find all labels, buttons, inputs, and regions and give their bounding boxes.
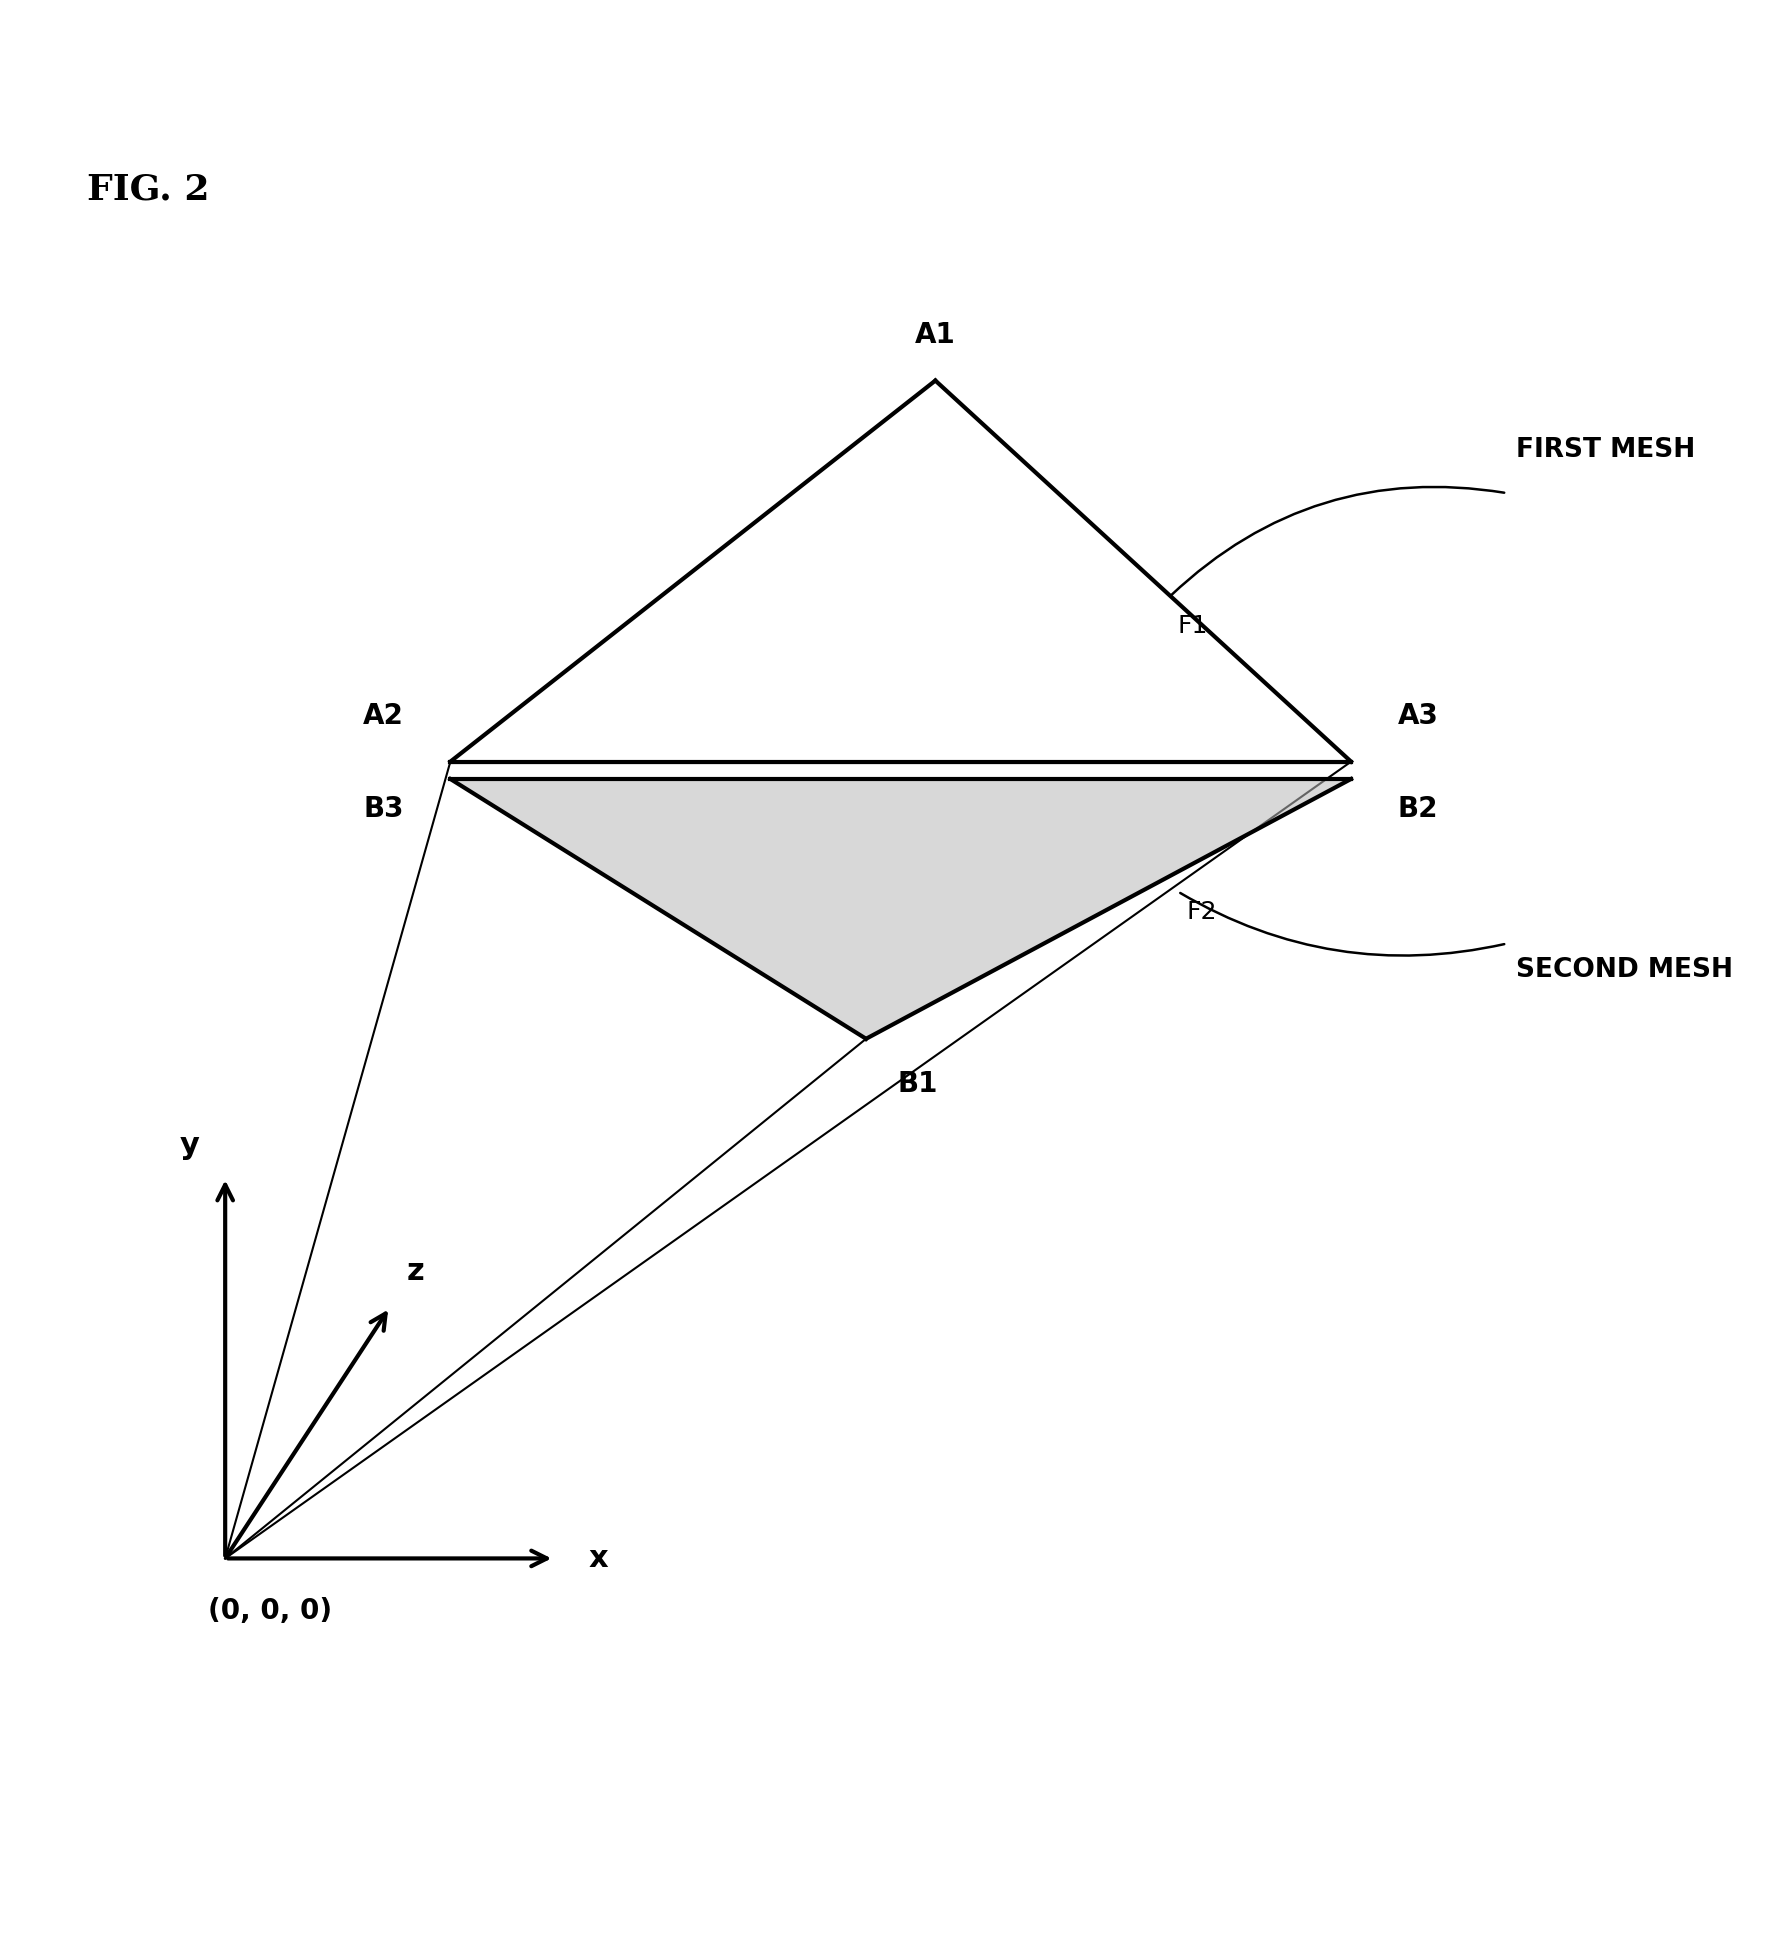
Text: FIRST MESH: FIRST MESH xyxy=(1516,436,1695,463)
Text: FIG. 2: FIG. 2 xyxy=(87,173,210,207)
Text: x: x xyxy=(588,1543,608,1573)
Text: A1: A1 xyxy=(915,322,956,349)
Text: F2: F2 xyxy=(1187,900,1217,925)
Text: SECOND MESH: SECOND MESH xyxy=(1516,956,1733,983)
Text: y: y xyxy=(179,1130,199,1160)
Text: F1: F1 xyxy=(1178,615,1208,638)
Polygon shape xyxy=(450,779,1351,1039)
Text: B1: B1 xyxy=(897,1070,938,1097)
Text: B3: B3 xyxy=(363,795,403,822)
Text: A3: A3 xyxy=(1398,702,1439,731)
Text: A2: A2 xyxy=(363,702,403,731)
Text: B2: B2 xyxy=(1398,795,1438,822)
Text: z: z xyxy=(407,1258,425,1286)
Text: (0, 0, 0): (0, 0, 0) xyxy=(208,1596,332,1625)
